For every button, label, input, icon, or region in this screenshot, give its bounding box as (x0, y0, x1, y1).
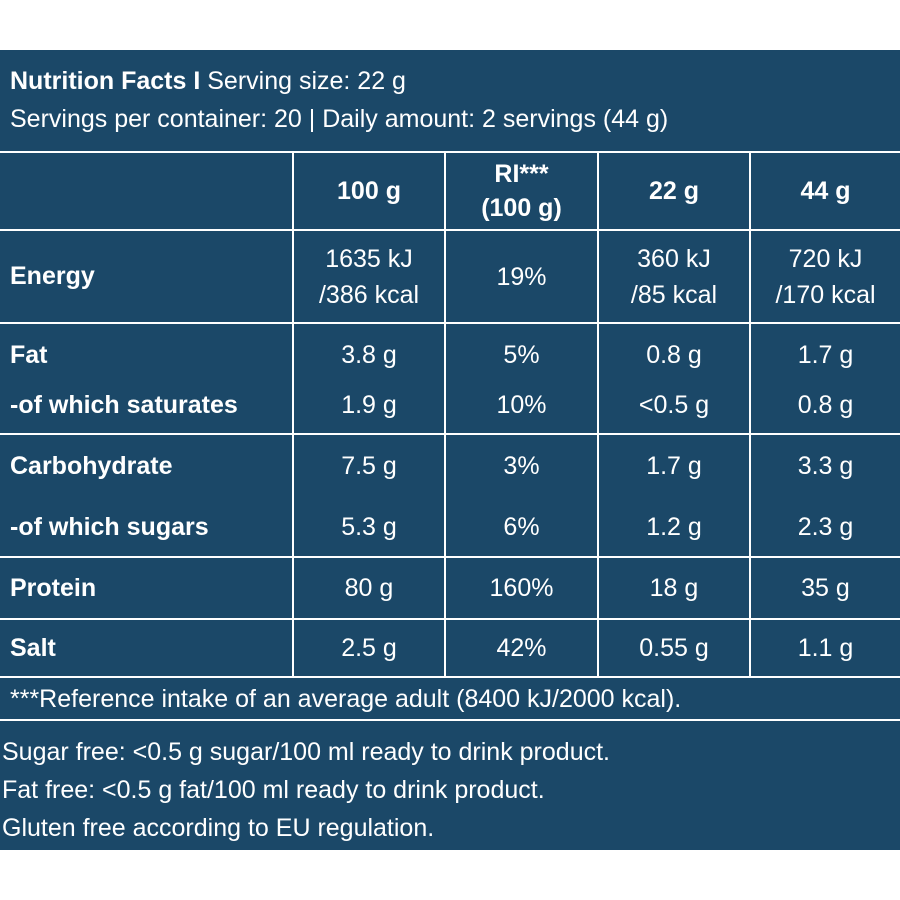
row-label-fat: Fat (10, 340, 48, 369)
column-header-22g: 22 g (648, 177, 700, 205)
protein-ri: 160% (489, 574, 554, 602)
sugars-100g: 5.3 g (341, 513, 397, 541)
divider (0, 322, 900, 324)
energy-100g: 1635 kJ/386 kcal (318, 244, 420, 309)
carbohydrate-22g: 1.7 g (646, 452, 702, 480)
saturates-22g: <0.5 g (638, 391, 710, 419)
header-line-2: Servings per container: 20 | Daily amoun… (10, 105, 669, 133)
divider (0, 556, 900, 558)
carbohydrate-100g: 7.5 g (341, 452, 397, 480)
divider (0, 433, 900, 435)
protein-100g: 80 g (344, 574, 394, 602)
note-fat-free: Fat free: <0.5 g fat/100 ml ready to dri… (2, 776, 545, 804)
nutrition-facts-panel: Nutrition Facts I Serving size: 22 g Ser… (0, 50, 900, 850)
salt-ri: 42% (496, 634, 547, 662)
column-header-44g: 44 g (800, 177, 851, 205)
salt-22g: 0.55 g (639, 634, 709, 662)
sugars-44g: 2.3 g (797, 513, 854, 541)
energy-44g: 720 kJ/170 kcal (775, 244, 876, 309)
divider (0, 618, 900, 620)
saturates-100g: 1.9 g (341, 391, 397, 419)
header-line-1: Nutrition Facts I Serving size: 22 g (10, 62, 406, 100)
protein-44g: 35 g (801, 574, 850, 602)
fat-44g: 1.7 g (797, 341, 854, 369)
protein-22g: 18 g (649, 574, 699, 602)
row-label-protein: Protein (10, 573, 97, 602)
fat-100g: 3.8 g (341, 341, 397, 369)
reference-intake-footnote: ***Reference intake of an average adult … (10, 685, 682, 713)
column-header-ri: RI*** (100 g) (481, 160, 562, 222)
sugars-ri: 6% (503, 513, 540, 541)
row-label-energy: Energy (10, 262, 95, 290)
note-sugar-free: Sugar free: <0.5 g sugar/100 ml ready to… (2, 738, 610, 766)
column-divider (597, 151, 599, 677)
divider (0, 229, 900, 231)
fat-ri: 5% (503, 341, 540, 369)
saturates-44g: 0.8 g (797, 391, 854, 419)
salt-44g: 1.1 g (797, 634, 854, 662)
fat-22g: 0.8 g (646, 341, 702, 369)
sugars-22g: 1.2 g (646, 513, 702, 541)
column-divider (749, 151, 751, 677)
row-label-salt: Salt (10, 633, 56, 662)
salt-100g: 2.5 g (341, 634, 397, 662)
serving-size: Serving size: 22 g (200, 67, 406, 95)
row-label-carbohydrate: Carbohydrate (10, 451, 173, 480)
carbohydrate-ri: 3% (503, 452, 540, 480)
column-divider (292, 151, 294, 677)
row-label-saturates: -of which saturates (10, 390, 238, 419)
row-label-sugars: -of which sugars (10, 512, 209, 541)
carbohydrate-44g: 3.3 g (797, 452, 854, 480)
divider (0, 719, 900, 721)
divider (0, 151, 900, 153)
divider (0, 676, 900, 678)
note-gluten-free: Gluten free according to EU regulation. (2, 814, 435, 842)
column-header-100g: 100 g (337, 177, 401, 205)
nutrition-facts-title: Nutrition Facts I (10, 67, 201, 95)
saturates-ri: 10% (496, 391, 547, 419)
energy-ri: 19% (496, 262, 547, 291)
column-divider (444, 151, 446, 677)
energy-22g: 360 kJ/85 kcal (630, 244, 718, 309)
